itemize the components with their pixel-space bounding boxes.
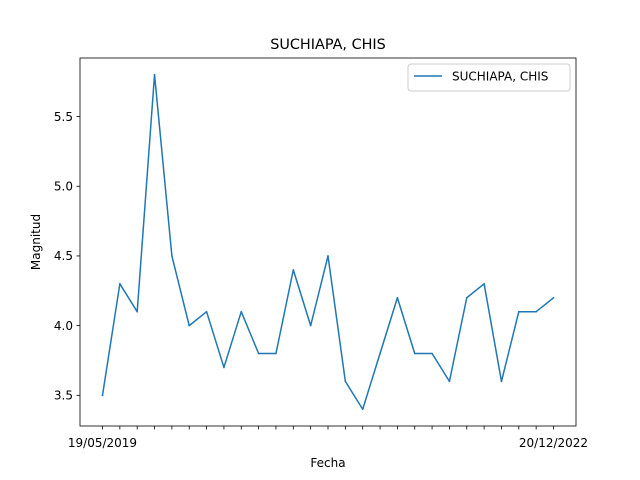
data-point: [223, 366, 225, 369]
data-point: [379, 352, 381, 355]
y-tick-label: 3.5: [54, 389, 73, 403]
y-axis-label: Magnitud: [29, 214, 43, 270]
y-axis: 3.5 4.0 4.5 5.0 5.5: [54, 110, 80, 403]
data-point: [275, 352, 277, 355]
x-tick-label: 19/05/2019: [68, 436, 137, 450]
data-point: [518, 310, 520, 313]
data-point: [136, 310, 138, 313]
data-point: [535, 310, 537, 313]
x-axis: 19/05/2019 20/12/2022: [68, 426, 588, 450]
x-tick-label: 20/12/2022: [519, 436, 588, 450]
data-point: [188, 324, 191, 327]
data-point: [257, 352, 260, 355]
legend-box: [407, 63, 571, 92]
legend-series-label: SUCHIAPA, CHIS: [452, 70, 548, 84]
data-point: [431, 352, 433, 355]
data-point: [240, 310, 243, 313]
data-point: [171, 255, 173, 257]
data-point: [327, 255, 329, 257]
plot-area: [101, 73, 555, 411]
chart-title: SUCHIAPA, CHIS: [270, 37, 386, 53]
legend: SUCHIAPA, CHIS: [407, 63, 571, 92]
data-point: [292, 269, 295, 271]
data-point: [448, 380, 451, 383]
data-point: [205, 310, 208, 313]
data-point: [483, 283, 485, 285]
x-axis-label: Fecha: [310, 456, 345, 470]
data-point: [413, 352, 416, 355]
data-point: [500, 380, 503, 383]
y-tick-label: 4.0: [54, 319, 73, 333]
data-point: [153, 73, 156, 76]
data-point: [101, 394, 104, 397]
data-point: [465, 296, 468, 299]
data-point: [119, 283, 121, 285]
y-tick-label: 4.5: [54, 249, 73, 263]
data-point: [309, 324, 312, 327]
data-point: [344, 380, 347, 383]
y-tick-label: 5.5: [54, 110, 73, 124]
data-point: [396, 296, 399, 299]
data-point: [552, 296, 555, 299]
y-tick-label: 5.0: [54, 180, 73, 194]
data-point: [361, 408, 364, 411]
